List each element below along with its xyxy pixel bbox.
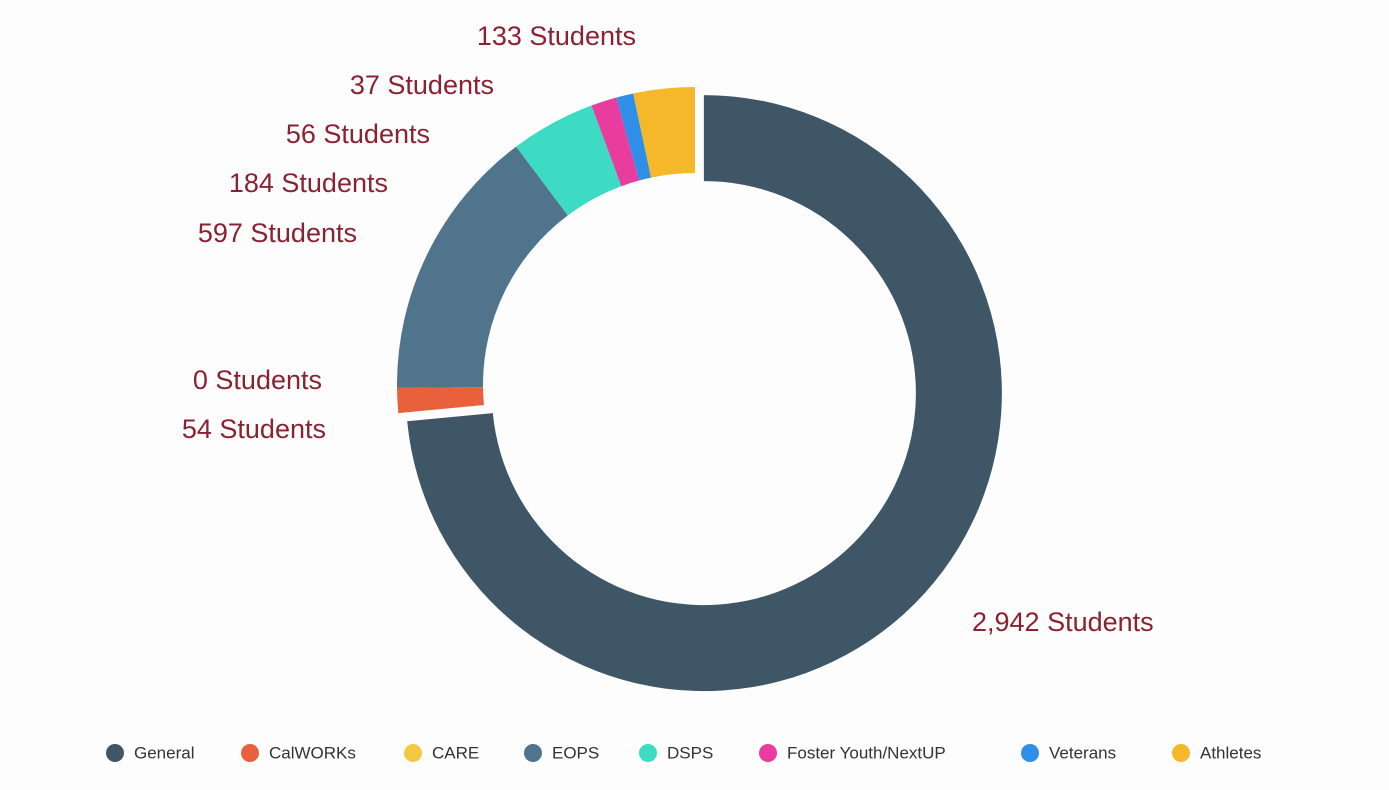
data-label: 2,942 Students [972,607,1154,637]
data-label: 133 Students [477,21,636,51]
donut-slice [516,105,622,216]
legend-label: Veterans [1049,743,1116,762]
legend-label: CARE [432,743,479,762]
data-label: 54 Students [182,414,326,444]
legend-swatch [759,744,777,762]
legend-label: Foster Youth/NextUP [787,743,946,762]
data-label: 184 Students [229,168,388,198]
legend-swatch [404,744,422,762]
legend-swatch [106,744,124,762]
legend-swatch [241,744,259,762]
legend-label: EOPS [552,743,599,762]
donut-slice [633,87,695,178]
legend-swatch [524,744,542,762]
legend-swatch [639,744,657,762]
donut-slice [616,93,652,181]
legend-swatch [1021,744,1039,762]
legend-label: CalWORKs [269,743,356,762]
data-label: 37 Students [350,70,494,100]
legend-swatch [1172,744,1190,762]
legend-label: General [134,743,194,762]
data-label: 56 Students [286,119,430,149]
legend-label: Athletes [1200,743,1261,762]
data-label: 0 Students [193,365,322,395]
donut-slice [397,146,568,388]
donut-slice [397,387,484,414]
donut-slice [591,97,640,187]
data-label: 597 Students [198,218,357,248]
legend-label: DSPS [667,743,713,762]
